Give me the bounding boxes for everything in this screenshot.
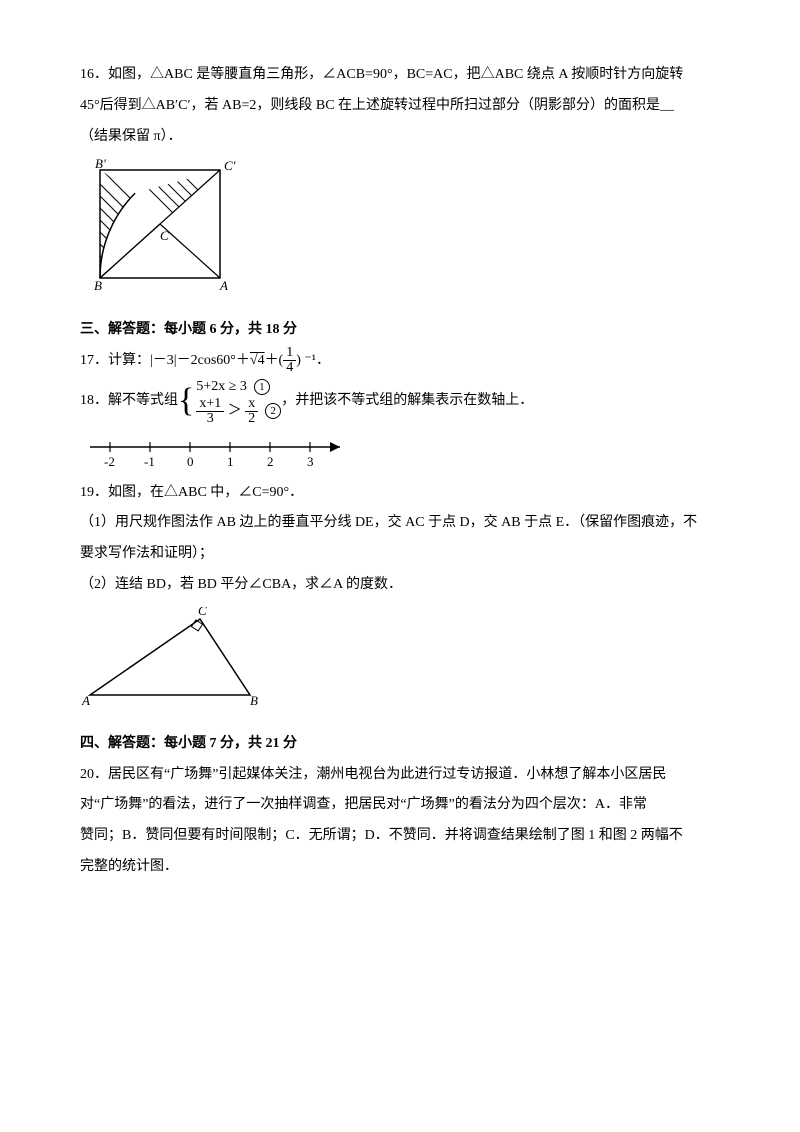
q19-l2: （1）用尺规作图法作 AB 边上的垂直平分线 DE，交 AC 于点 D，交 AB…: [80, 508, 720, 539]
q17-frac-num: 1: [283, 346, 296, 361]
q19-l1: 19．如图，在△ABC 中，∠C=90°．: [80, 478, 720, 509]
q18: 18．解不等式组 { 5+2x ≥ 3 1 x+13 ＞ x2 2 ，并把该不等…: [80, 377, 720, 426]
q18-r1-r: 3: [240, 379, 247, 394]
q19-figure: A B C: [80, 607, 720, 707]
label-b: B: [94, 278, 102, 293]
q18-r2-m: ＞: [228, 403, 242, 418]
section-4-heading: 四、解答题：每小题 7 分，共 21 分: [80, 729, 720, 760]
q18-suffix: ，并把该不等式组的解集表示在数轴上．: [281, 386, 533, 417]
q18-circle-1: 1: [254, 379, 270, 395]
q18-r2-f2: x2: [245, 397, 258, 426]
q20-l3: 赞同；B．赞同但要有时间限制；C．无所谓；D．不赞同．并将调查结果绘制了图 1 …: [80, 821, 720, 852]
q18-r2-f1: x+13: [196, 397, 224, 426]
tick-0: -2: [104, 454, 115, 469]
q18-r1-m: ≥: [229, 379, 237, 394]
label-c: C: [160, 228, 169, 243]
q19-l3: 要求写作法和证明）；: [80, 539, 720, 570]
q20-l1: 20．居民区有“广场舞”引起媒体关注，潮州电视台为此进行过专访报道．小林想了解本…: [80, 760, 720, 791]
tick-2: 0: [187, 454, 194, 469]
q18-r1-l: 5+2x: [196, 379, 225, 394]
q18-prefix: 18．解不等式组: [80, 386, 178, 417]
q18-brace: {: [178, 384, 194, 418]
q16-line3: （结果保留 π）．: [80, 122, 720, 153]
q17-suffix: ) ⁻¹．: [296, 353, 330, 368]
q17-frac-den: 4: [283, 361, 296, 375]
q18-r2-f1n: x+1: [196, 397, 224, 412]
q16-line1: 16．如图，△ABC 是等腰直角三角形，∠ACB=90°，BC=AC，把△ABC…: [80, 60, 720, 91]
q18-r2-f1d: 3: [196, 412, 224, 426]
label-c-prime: C': [224, 158, 236, 173]
q20-l4: 完整的统计图．: [80, 852, 720, 883]
tick-4: 2: [267, 454, 274, 469]
q18-r2-f2n: x: [245, 397, 258, 412]
q17-sqrt-inner: 4: [258, 353, 265, 368]
q19-label-c: C: [198, 607, 207, 618]
q17: 17．计算：|－3|－2cos60°＋√4＋(14) ⁻¹．: [80, 346, 720, 377]
tick-1: -1: [144, 454, 155, 469]
tick-3: 1: [227, 454, 234, 469]
q17-plus: ＋(: [265, 353, 284, 368]
q19-l4: （2）连结 BD，若 BD 平分∠CBA，求∠A 的度数．: [80, 570, 720, 601]
q18-circle-2: 2: [265, 403, 281, 419]
q16-line2: 45°后得到△AB′C′，若 AB=2，则线段 BC 在上述旋转过程中所扫过部分…: [80, 91, 720, 122]
q19-label-a: A: [81, 693, 90, 707]
label-b-prime: B': [95, 158, 106, 171]
q20-l2: 对“广场舞”的看法，进行了一次抽样调查，把居民对“广场舞”的看法分为四个层次：A…: [80, 790, 720, 821]
label-a: A: [219, 278, 228, 293]
section-3-heading: 三、解答题：每小题 6 分，共 18 分: [80, 315, 720, 346]
q16-figure: B' C' C B A: [80, 158, 720, 293]
q17-prefix: 17．计算：|－3|－2cos60°＋: [80, 353, 250, 368]
q18-numberline: -2 -1 0 1 2 3: [80, 432, 720, 472]
q19-label-b: B: [250, 693, 258, 707]
q18-system: 5+2x ≥ 3 1 x+13 ＞ x2 2: [196, 377, 281, 426]
q17-frac: 14: [283, 346, 296, 375]
q17-sqrt: √4: [250, 353, 265, 368]
q18-r2-f2d: 2: [245, 412, 258, 426]
exam-page: 16．如图，△ABC 是等腰直角三角形，∠ACB=90°，BC=AC，把△ABC…: [0, 0, 800, 1132]
tick-5: 3: [307, 454, 314, 469]
